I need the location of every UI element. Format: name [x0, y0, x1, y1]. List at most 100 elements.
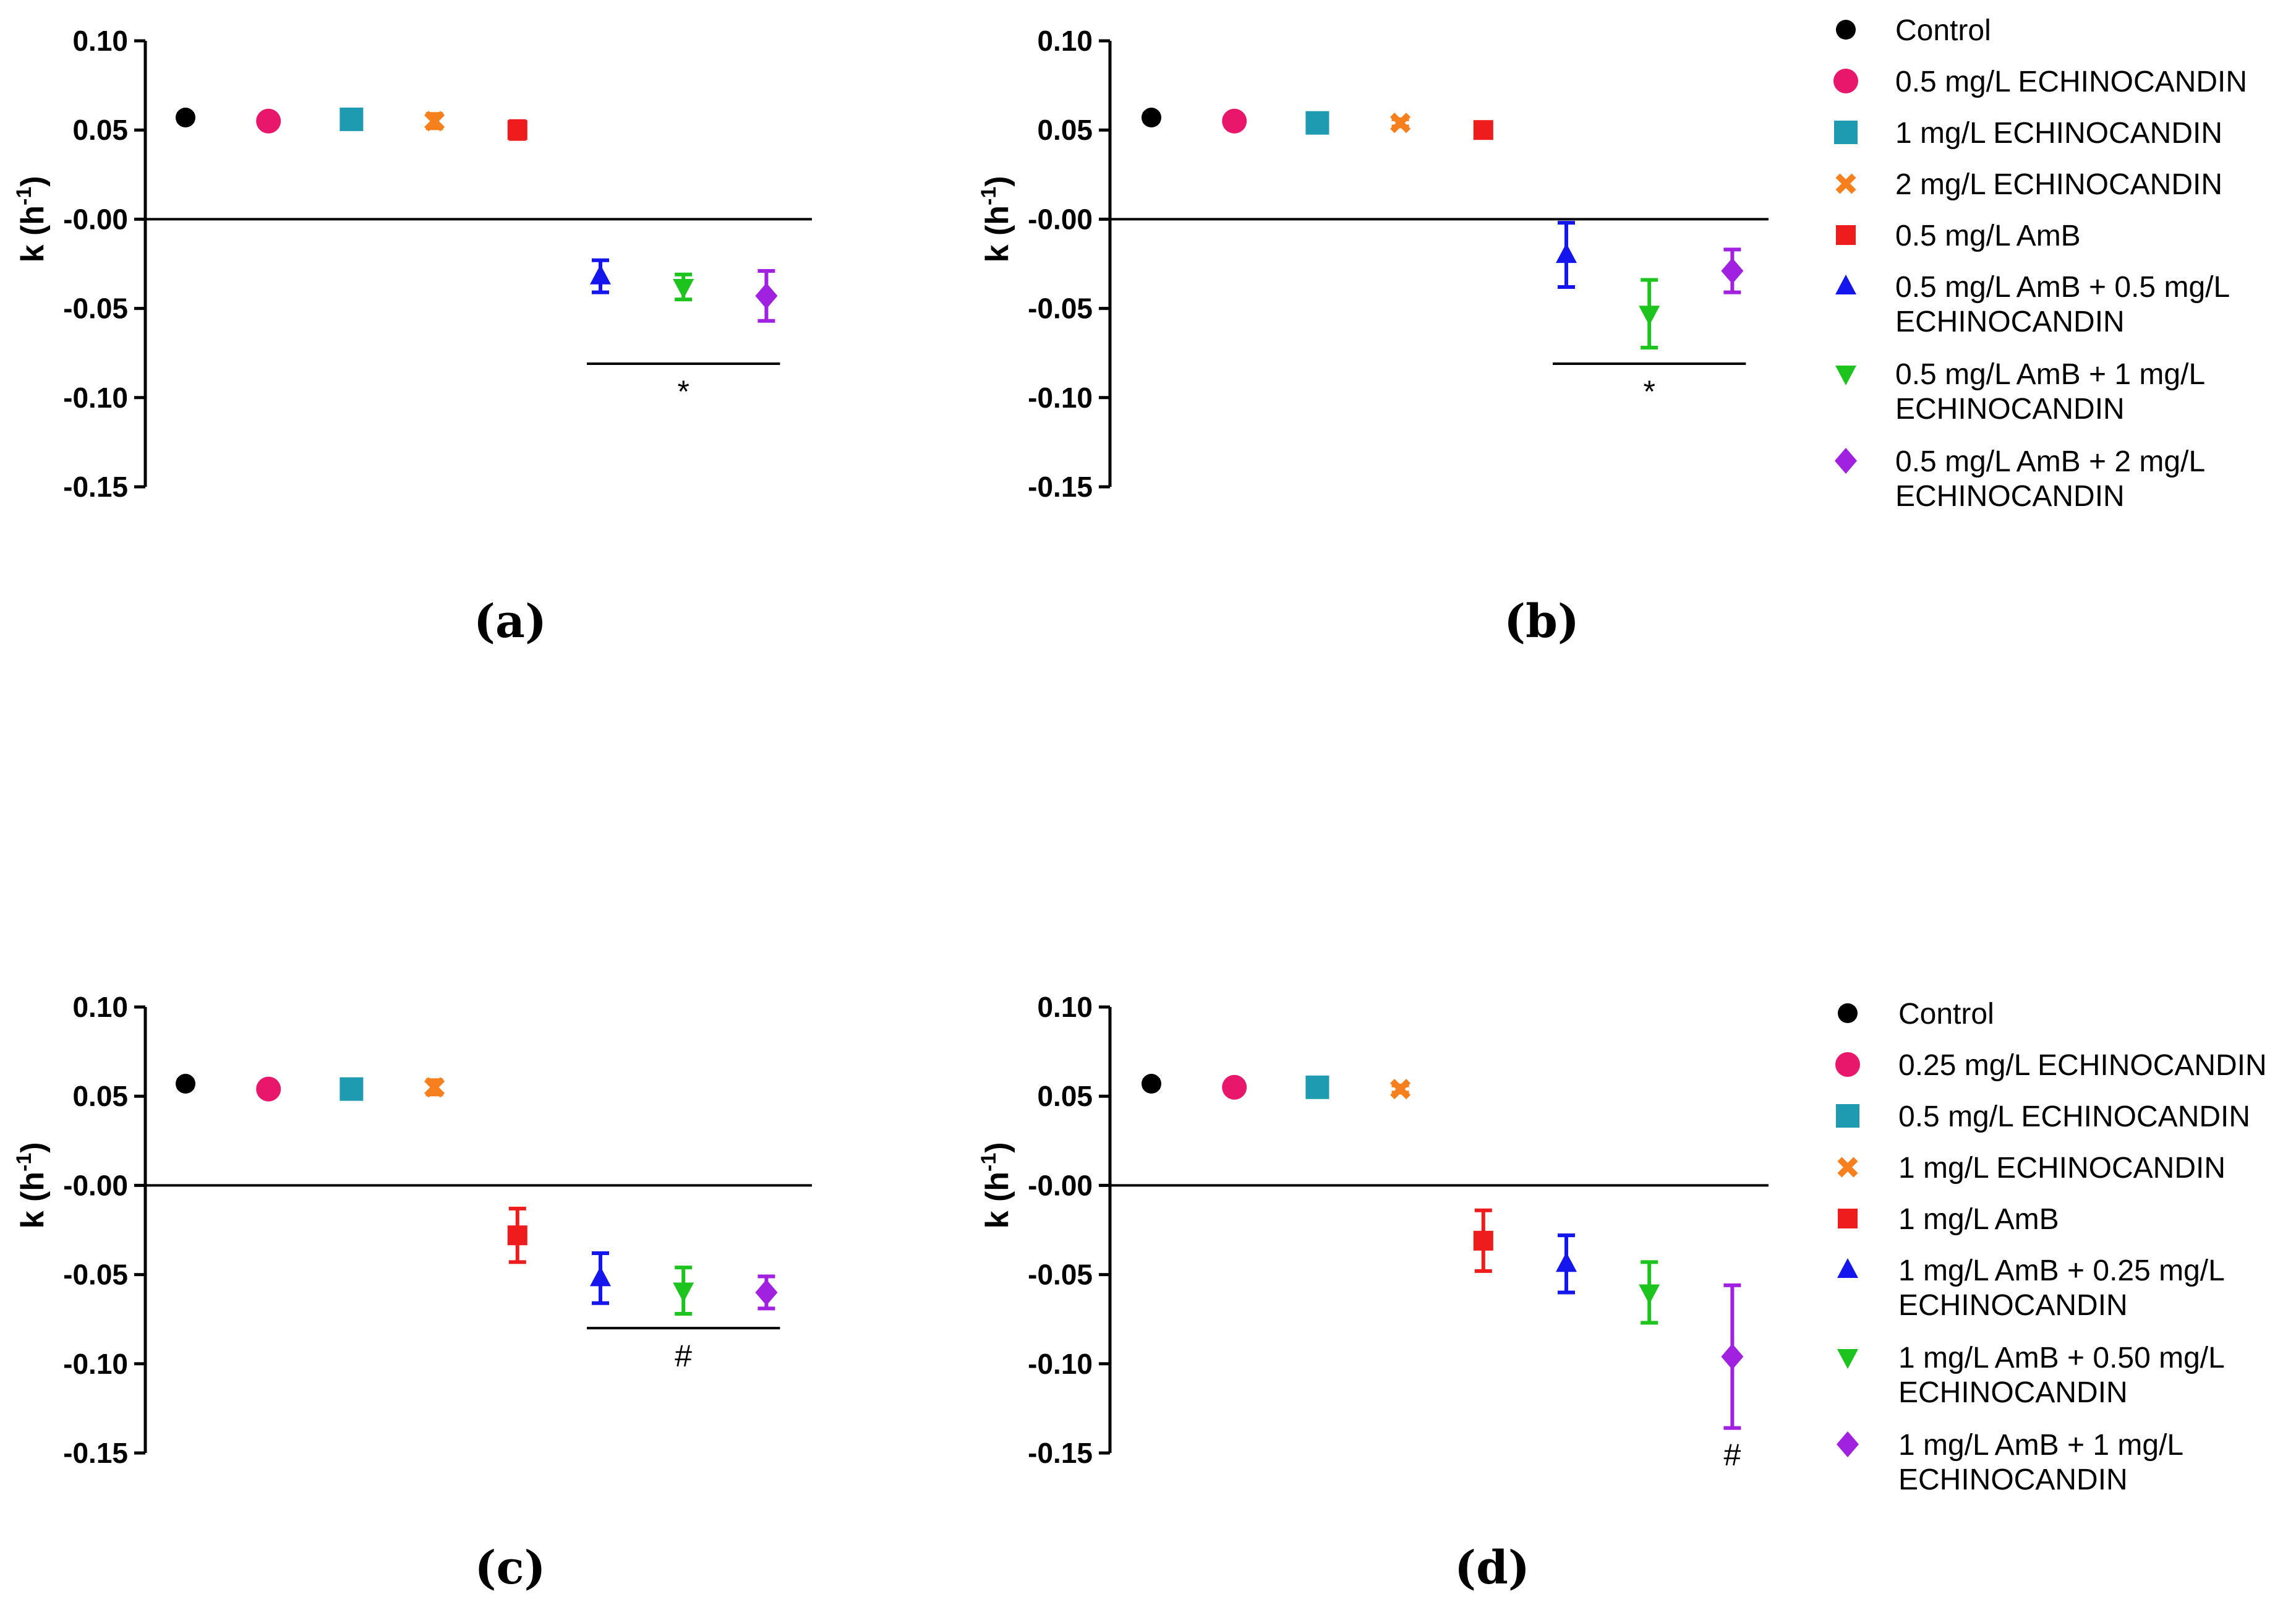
- data-point: [1142, 108, 1161, 128]
- panel-label: (b): [1504, 595, 1579, 648]
- panel-label: (c): [474, 1541, 545, 1595]
- y-tick-label: 0.05: [72, 114, 128, 146]
- legend-label: 0.25 mg/L ECHINOCANDIN: [1898, 1049, 2267, 1082]
- y-tick-label: 0.05: [1037, 1080, 1093, 1112]
- legend-marker-triangle-down: [1835, 366, 1856, 385]
- marker-diamond: [1721, 258, 1744, 285]
- legend-item: 1 mg/L AmB: [1838, 1203, 2059, 1236]
- legend-marker-circle: [1836, 20, 1856, 40]
- data-point: [507, 119, 527, 141]
- significance-symbol: *: [677, 374, 689, 409]
- data-point: [590, 258, 611, 294]
- data-point: [176, 108, 195, 128]
- legend-label: 0.5 mg/L AmB + 2 mg/L: [1895, 445, 2205, 478]
- y-tick-label: -0.05: [63, 1259, 128, 1291]
- y-tick-label: 0.05: [72, 1080, 128, 1112]
- legend-marker-square: [1836, 1104, 1859, 1128]
- panel-label: (a): [474, 595, 547, 648]
- marker-triangle-up: [590, 264, 611, 285]
- y-tick-label: -0.00: [63, 203, 128, 235]
- data-point: [590, 1251, 611, 1305]
- significance-symbol: #: [1723, 1438, 1741, 1472]
- legend-marker-triangle-down: [1837, 1349, 1858, 1369]
- marker-circle: [1142, 1074, 1161, 1094]
- marker-x: [1390, 1079, 1411, 1100]
- legend-marker-circle: [1838, 1003, 1858, 1023]
- data-point: [176, 1074, 195, 1094]
- legend-label: Control: [1895, 14, 1991, 47]
- legend-label: 1 mg/L ECHINOCANDIN: [1898, 1152, 2226, 1185]
- legend-label: 1 mg/L AmB + 1 mg/L: [1898, 1429, 2183, 1462]
- y-tick-label: -0.15: [63, 1437, 128, 1469]
- data-point: [1639, 1260, 1660, 1325]
- marker-square: [1305, 111, 1329, 135]
- marker-circle-large: [1222, 1074, 1247, 1100]
- legend-item: 1 mg/L ECHINOCANDIN: [1837, 1152, 2226, 1185]
- legend-marker-square-small: [1836, 225, 1856, 245]
- marker-x: [424, 111, 445, 132]
- marker-x: [1390, 113, 1411, 134]
- marker-square: [339, 107, 364, 131]
- marker-triangle-down: [673, 1282, 694, 1303]
- marker-circle: [1142, 108, 1161, 128]
- legend-label: ECHINOCANDIN: [1895, 393, 2125, 426]
- chart-panel-c: 0.10 0.05 -0.00 -0.05 -0.10 -0.15 k (h-1) # (c): [12, 991, 812, 1595]
- y-tick-label: -0.15: [1028, 471, 1093, 503]
- legend-top: Control 0.5 mg/L ECHINOCANDIN 1 mg/L ECHIN…: [1833, 14, 2247, 513]
- legend-marker-circle-large: [1833, 69, 1858, 93]
- legend-item: 2 mg/L ECHINOCANDIN: [1835, 168, 2222, 201]
- y-tick-label: -0.05: [1028, 293, 1093, 325]
- data-point: [673, 1266, 694, 1316]
- marker-circle-large: [256, 108, 281, 134]
- marker-square: [1305, 1075, 1329, 1099]
- y-tick-label: -0.05: [1028, 1259, 1093, 1291]
- marker-x: [424, 1077, 445, 1098]
- data-point: [339, 1077, 364, 1101]
- legend-label: ECHINOCANDIN: [1895, 480, 2125, 513]
- legend-item: 0.25 mg/L ECHINOCANDIN: [1835, 1049, 2267, 1082]
- y-tick-label: -0.10: [63, 382, 128, 414]
- marker-square-small: [1473, 1230, 1493, 1251]
- marker-triangle-up: [1556, 243, 1577, 264]
- legend-label: 1 mg/L AmB + 0.25 mg/L: [1898, 1254, 2225, 1287]
- marker-triangle-down: [673, 278, 694, 299]
- marker-triangle-down: [1639, 306, 1660, 326]
- y-tick-label: -0.10: [1028, 382, 1093, 414]
- legend-bottom: Control 0.25 mg/L ECHINOCANDIN 0.5 mg/L EC…: [1835, 998, 2267, 1496]
- data-point: [1721, 1283, 1744, 1430]
- data-point: [1639, 278, 1660, 350]
- legend-marker-x: [1835, 173, 1856, 194]
- significance-symbol: *: [1643, 374, 1655, 409]
- legend-label: ECHINOCANDIN: [1898, 1463, 2128, 1496]
- legend-marker-triangle-up: [1837, 1258, 1858, 1278]
- legend-item: Control: [1836, 14, 1991, 47]
- marker-circle-large: [1222, 108, 1247, 134]
- legend-label: 2 mg/L ECHINOCANDIN: [1895, 168, 2222, 201]
- data-point: [1222, 108, 1247, 134]
- legend-label: 1 mg/L AmB: [1898, 1203, 2059, 1236]
- significance-symbol: #: [675, 1339, 692, 1373]
- data-point: [424, 111, 445, 132]
- y-tick-label: -0.00: [1028, 1169, 1093, 1201]
- legend-label: 1 mg/L ECHINOCANDIN: [1895, 117, 2222, 150]
- data-point: [1556, 1233, 1577, 1295]
- data-point: [1390, 1079, 1411, 1100]
- marker-diamond: [755, 283, 778, 309]
- data-point: [1305, 1075, 1329, 1099]
- marker-square-small: [507, 1225, 527, 1246]
- data-point: [1473, 120, 1493, 140]
- data-point: [1473, 1208, 1493, 1273]
- data-point: [1721, 247, 1744, 294]
- y-tick-label: -0.10: [63, 1348, 128, 1380]
- legend-label: 0.5 mg/L AmB + 1 mg/L: [1895, 358, 2205, 391]
- y-tick-label: 0.10: [72, 25, 128, 57]
- legend-marker-diamond: [1837, 1431, 1859, 1457]
- legend-label: 0.5 mg/L AmB: [1895, 220, 2081, 252]
- marker-triangle-up: [1556, 1252, 1577, 1272]
- legend-label: Control: [1898, 998, 1994, 1031]
